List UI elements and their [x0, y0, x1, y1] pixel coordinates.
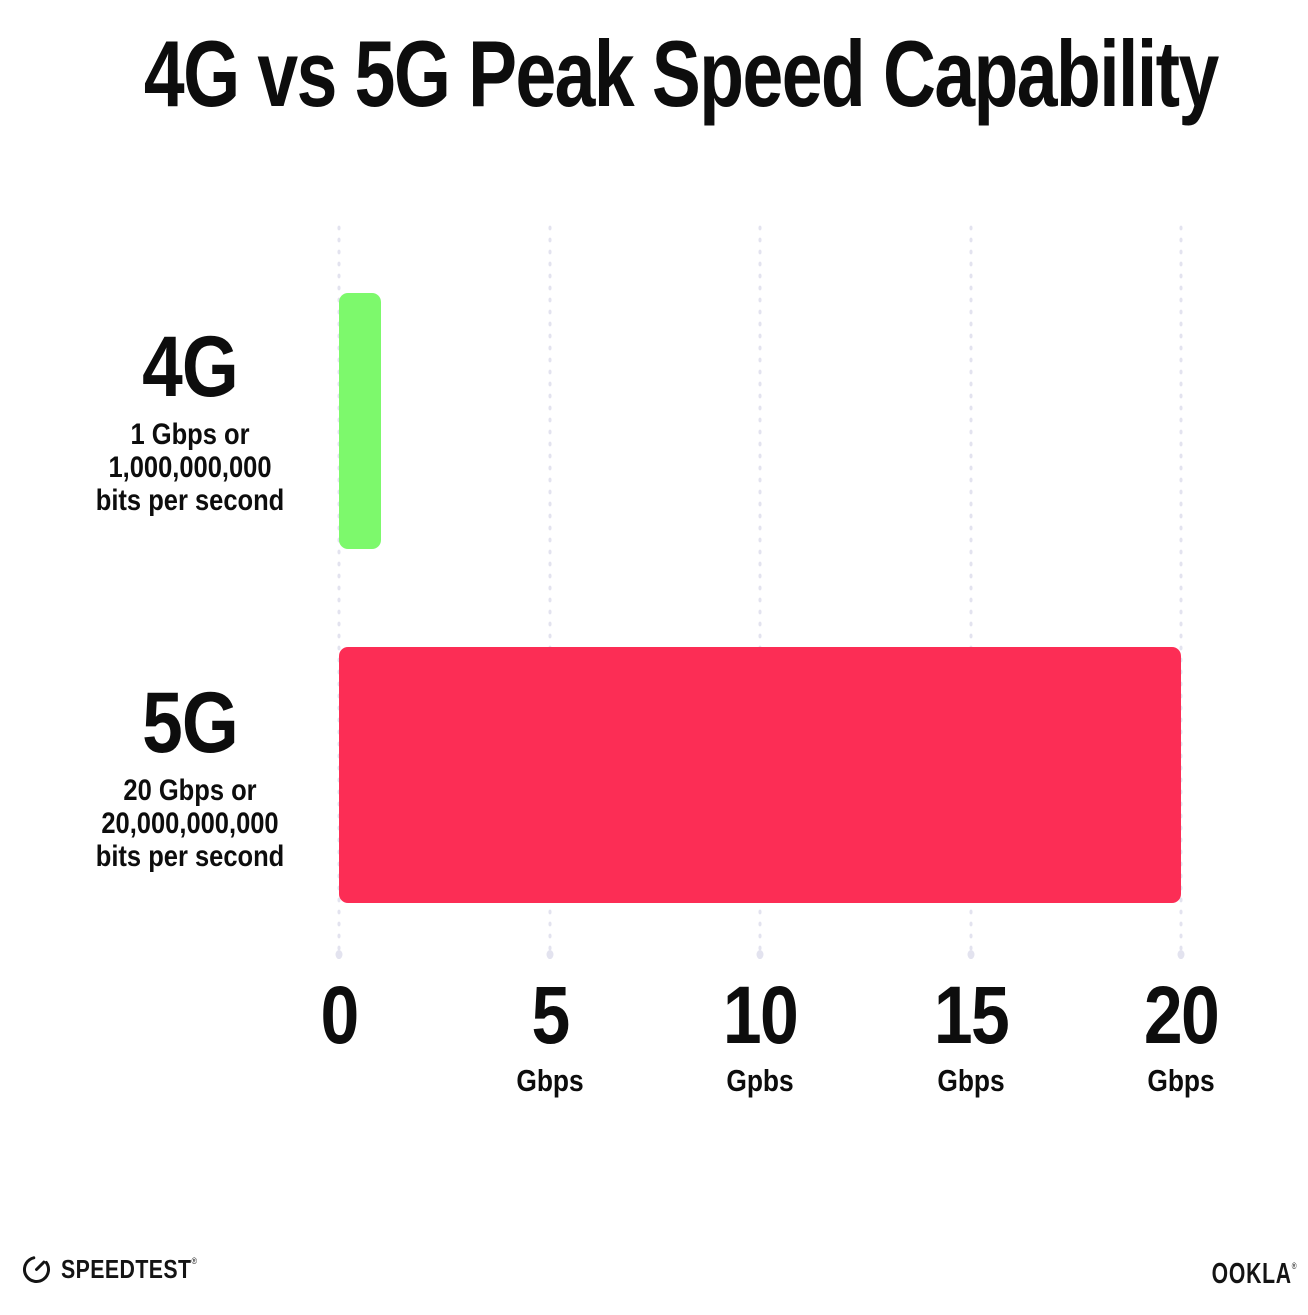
x-tick-0: 0 [320, 970, 359, 1065]
plot-area [337, 222, 1183, 959]
speedtest-gauge-icon [21, 1254, 52, 1285]
x-tick-unit: Gbps [515, 1063, 584, 1099]
x-tick-value: 10 [722, 970, 799, 1061]
category-description-line: bits per second [95, 483, 285, 517]
x-tick-value: 0 [320, 970, 359, 1061]
x-axis: 0 5 Gbps 10 Gpbs 15 Gbps 20 Gbps [320, 970, 1219, 1112]
ookla-label: OOKLA [1211, 1258, 1292, 1290]
x-tick-15: 15 Gbps [933, 970, 1009, 1099]
gridline-20 [1179, 222, 1183, 959]
gridline-0 [337, 222, 341, 959]
category-name-5g: 5G [142, 675, 239, 771]
chart-title: 4G vs 5G Peak Speed Capability [143, 21, 1219, 126]
category-label-5g: 5G 20 Gbps or 20,000,000,000 bits per se… [46, 675, 335, 873]
x-tick-20: 20 Gbps [1143, 970, 1220, 1099]
category-description-line: 20,000,000,000 [101, 806, 279, 840]
speedtest-logo: SPEEDTEST® [21, 1254, 227, 1285]
x-tick-unit: Gbps [1147, 1063, 1215, 1099]
category-description-line: bits per second [95, 839, 285, 873]
speedtest-label: SPEEDTEST [61, 1254, 192, 1284]
speedtest-trademark: ® [191, 1256, 198, 1266]
category-description-line: 1,000,000,000 [108, 450, 272, 484]
bar-4g [339, 293, 382, 549]
x-tick-10: 10 Gpbs [722, 970, 799, 1099]
gridline-5 [547, 222, 552, 959]
ookla-trademark: ® [1291, 1261, 1297, 1271]
category-label-4g: 4G 1 Gbps or 1,000,000,000 bits per seco… [46, 319, 335, 517]
gridline-10 [758, 222, 762, 959]
x-tick-unit: Gbps [936, 1063, 1005, 1099]
x-tick-value: 15 [933, 970, 1009, 1061]
category-description-line: 20 Gbps or [123, 773, 257, 807]
x-tick-5: 5 Gbps [515, 970, 584, 1099]
category-description-line: 1 Gbps or [130, 417, 250, 451]
category-description-5g: 20 Gbps or 20,000,000,000 bits per secon… [46, 774, 335, 873]
category-description-4g: 1 Gbps or 1,000,000,000 bits per second [46, 418, 335, 517]
ookla-logo: OOKLA® [1211, 1258, 1297, 1291]
x-tick-unit: Gpbs [726, 1063, 794, 1099]
gridline-15 [968, 222, 973, 959]
bar-5g [339, 647, 1181, 903]
x-tick-value: 20 [1143, 970, 1220, 1061]
speedtest-wordmark: SPEEDTEST® [61, 1254, 197, 1285]
category-name-4g: 4G [142, 319, 239, 415]
x-tick-value: 5 [530, 970, 570, 1061]
